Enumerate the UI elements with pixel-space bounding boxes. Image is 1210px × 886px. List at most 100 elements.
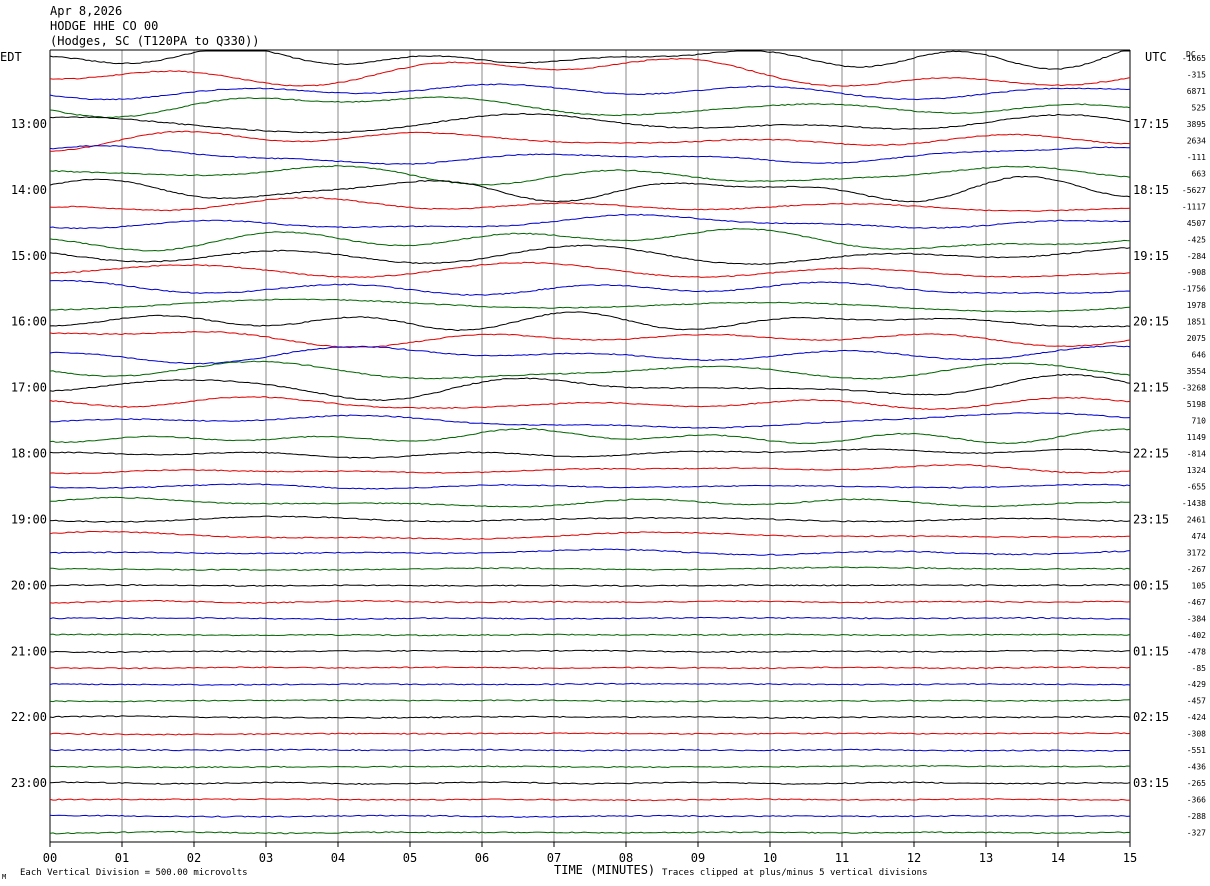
utc-hour-label: 03:15 — [1133, 776, 1169, 790]
seismic-trace — [49, 530, 1131, 540]
edt-hour-label: 13:00 — [11, 117, 47, 131]
scale-note: Each Vertical Division = 500.00 microvol… — [20, 868, 248, 878]
dc-offset-label: 663 — [1192, 169, 1207, 178]
seismic-trace — [49, 427, 1131, 445]
seismic-trace — [49, 448, 1131, 459]
header-station: HODGE HHE CO 00 — [50, 19, 158, 33]
x-tick-label: 03 — [259, 851, 273, 865]
dc-offset-label: -478 — [1187, 647, 1206, 656]
utc-hour-label: 23:15 — [1133, 512, 1169, 526]
corner-mark: M — [2, 873, 6, 881]
x-tick-label: 07 — [547, 851, 561, 865]
dc-offset-label: -267 — [1187, 565, 1206, 574]
dc-offset-label: 1324 — [1187, 466, 1206, 475]
seismic-trace — [50, 583, 1131, 587]
edt-hour-label: 16:00 — [11, 315, 47, 329]
dc-offset-label: 6871 — [1187, 87, 1206, 96]
seismic-trace — [49, 666, 1131, 670]
seismic-trace — [49, 83, 1131, 101]
seismic-trace — [49, 616, 1131, 621]
x-tick-label: 15 — [1123, 851, 1137, 865]
seismic-trace — [49, 814, 1131, 818]
dc-offset-label: 3554 — [1187, 367, 1206, 376]
dc-offset-label: -384 — [1187, 614, 1206, 623]
dc-offset-label: -327 — [1187, 829, 1206, 838]
dc-offset-label: 2634 — [1187, 136, 1206, 145]
dc-offset-label: 1851 — [1187, 318, 1206, 327]
dc-offset-label: 4507 — [1187, 219, 1206, 228]
dc-offset-label: 3172 — [1187, 548, 1206, 557]
dc-offset-label: -315 — [1187, 71, 1206, 80]
dc-offset-label: -366 — [1187, 796, 1206, 805]
seismic-trace — [49, 748, 1130, 752]
dc-offset-label: -551 — [1187, 746, 1206, 755]
dc-offset-label: 646 — [1192, 351, 1207, 360]
seismic-trace — [49, 781, 1131, 786]
seismic-trace — [49, 699, 1131, 703]
x-tick-label: 11 — [835, 851, 849, 865]
dc-offset-label: 3895 — [1187, 120, 1206, 129]
dc-offset-label: -85 — [1192, 664, 1207, 673]
utc-hour-label: 18:15 — [1133, 183, 1169, 197]
seismic-trace — [49, 57, 1131, 87]
header-location: (Hodges, SC (T120PA to Q330)) — [50, 34, 260, 48]
utc-hour-label: 17:15 — [1133, 117, 1169, 131]
x-tick-label: 01 — [115, 851, 129, 865]
edt-hour-label: 22:00 — [11, 710, 47, 724]
seismic-trace — [49, 227, 1131, 252]
dc-offset-label: -655 — [1187, 483, 1206, 492]
seismic-trace — [49, 798, 1131, 802]
seismic-trace — [49, 298, 1131, 313]
edt-hour-label: 17:00 — [11, 381, 47, 395]
edt-axis-label: EDT — [0, 50, 22, 64]
dc-offset-label: 105 — [1192, 581, 1207, 590]
seismic-trace — [49, 165, 1131, 186]
edt-hour-label: 23:00 — [11, 776, 47, 790]
seismic-trace — [49, 50, 1130, 70]
axis-labels: 00 01 02 03 04 05 06 07 08 09 10 11 12 13 14 15 -1665 -31… — [11, 54, 1206, 865]
x-tick-label: 05 — [403, 851, 417, 865]
seismic-trace — [49, 732, 1131, 736]
seismic-trace — [49, 396, 1131, 410]
utc-axis-label: UTC — [1145, 50, 1167, 64]
seismic-trace — [49, 175, 1131, 203]
utc-hour-label: 00:15 — [1133, 578, 1169, 592]
utc-hour-label: 02:15 — [1133, 710, 1169, 724]
seismic-trace — [50, 566, 1131, 571]
seismic-trace — [49, 145, 1130, 165]
plot-grid — [49, 49, 1131, 843]
seismic-trace — [50, 515, 1131, 523]
dc-offset-label: -5627 — [1182, 186, 1206, 195]
dc-offset-label: -457 — [1187, 697, 1206, 706]
seismic-trace — [49, 633, 1131, 637]
seismic-trace — [49, 764, 1131, 769]
x-tick-label: 04 — [331, 851, 345, 865]
dc-offset-label: -467 — [1187, 598, 1206, 607]
x-tick-label: 00 — [43, 851, 57, 865]
utc-hour-label: 20:15 — [1133, 315, 1169, 329]
seismic-trace — [50, 496, 1130, 508]
utc-hour-label: 19:15 — [1133, 249, 1169, 263]
dc-offset-label: 1978 — [1187, 301, 1206, 310]
x-axis-title: TIME (MINUTES) — [554, 863, 655, 877]
utc-hour-label: 22:15 — [1133, 447, 1169, 461]
dc-offset-label: -284 — [1187, 252, 1206, 261]
header-date: Apr 8,2026 — [50, 4, 122, 18]
dc-offset-label: -436 — [1187, 763, 1206, 772]
edt-hour-label: 14:00 — [11, 183, 47, 197]
seismic-trace — [49, 649, 1130, 654]
edt-hour-label: 20:00 — [11, 578, 47, 592]
dc-offset-label: -425 — [1187, 235, 1206, 244]
dc-offset-label: -402 — [1187, 631, 1206, 640]
seismic-trace — [49, 373, 1131, 402]
seismic-trace — [49, 96, 1131, 119]
seismic-trace — [49, 112, 1131, 134]
x-tick-label: 13 — [979, 851, 993, 865]
seismic-trace — [49, 196, 1131, 212]
x-tick-label: 08 — [619, 851, 633, 865]
dc-offset-label: 1149 — [1187, 433, 1206, 442]
dc-offset-label: 474 — [1192, 532, 1207, 541]
seismic-trace — [49, 682, 1131, 686]
seismic-trace — [49, 279, 1131, 296]
dc-offset-label: -1665 — [1182, 54, 1206, 63]
